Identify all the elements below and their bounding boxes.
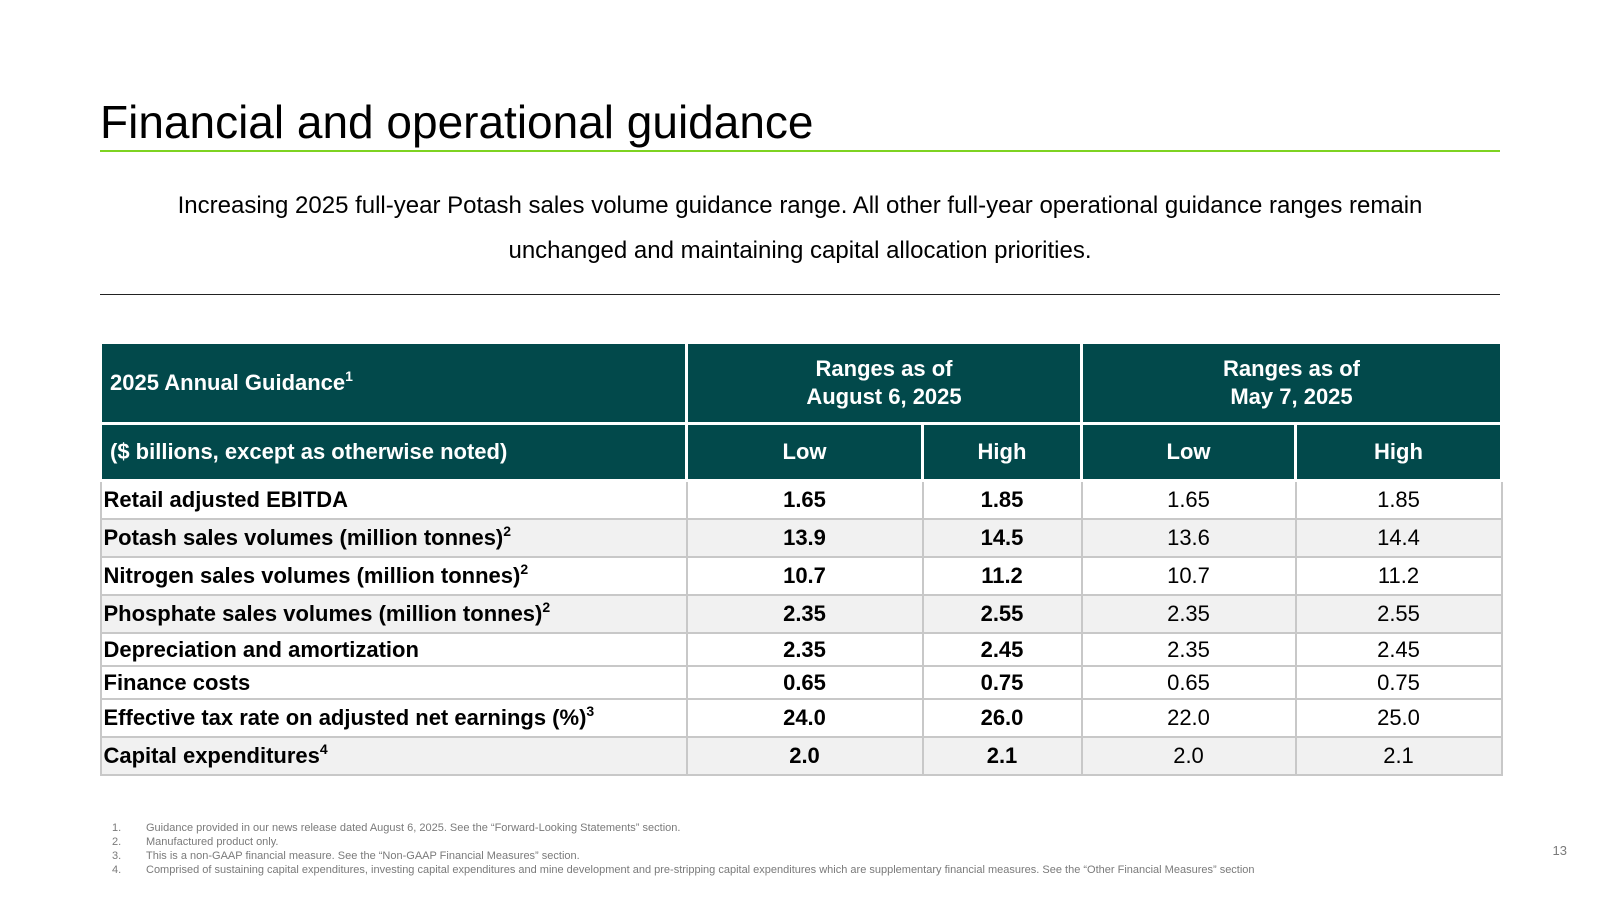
aug-high-value: 2.45 [921, 632, 1083, 667]
table-header-row: 2025 Annual Guidance1 Ranges as of August… [99, 341, 1503, 425]
table-row: Effective tax rate on adjusted net earni… [99, 698, 1503, 738]
table-row: Nitrogen sales volumes (million tonnes)2… [99, 556, 1503, 596]
footnote-text: Manufactured product only. [146, 836, 279, 848]
header-may-low: Low [1080, 422, 1297, 482]
may-low-value: 13.6 [1080, 518, 1297, 558]
may-high-value: 2.55 [1294, 594, 1503, 634]
footnote-number: 2. [112, 836, 122, 848]
may-high-value: 2.45 [1294, 632, 1503, 667]
aug-high-value: 26.0 [921, 698, 1083, 738]
aug-high-value: 2.55 [921, 594, 1083, 634]
aug-high-value: 14.5 [921, 518, 1083, 558]
footnote-item: 2. Manufactured product only. [112, 835, 1255, 849]
footnote-ref: 3 [586, 703, 595, 719]
footnote-ref: 2 [520, 561, 529, 577]
may-low-value: 2.35 [1080, 632, 1297, 667]
header-range-may: Ranges as of May 7, 2025 [1080, 341, 1503, 425]
row-label: Finance costs [99, 665, 688, 700]
may-low-value: 2.0 [1080, 736, 1297, 776]
footnote-number: 3. [112, 850, 122, 862]
footnote-number: 4. [112, 864, 122, 876]
may-low-value: 2.35 [1080, 594, 1297, 634]
aug-low-value: 24.0 [685, 698, 924, 738]
table-row: Capital expenditures4 2.0 2.1 2.0 2.1 [99, 736, 1503, 776]
footnote-ref: 4 [319, 741, 328, 757]
may-high-value: 1.85 [1294, 479, 1503, 520]
aug-high-value: 0.75 [921, 665, 1083, 700]
page-number: 13 [1552, 843, 1567, 858]
aug-low-value: 13.9 [685, 518, 924, 558]
may-low-value: 1.65 [1080, 479, 1297, 520]
aug-low-value: 2.0 [685, 736, 924, 776]
subtitle-line-1: Increasing 2025 full-year Potash sales v… [177, 192, 1423, 219]
table-row: Finance costs 0.65 0.75 0.65 0.75 [99, 665, 1503, 700]
footnotes: 1. Guidance provided in our news release… [112, 821, 1255, 877]
header-range-may-line1: Ranges as of [1223, 356, 1360, 381]
aug-low-value: 1.65 [685, 479, 924, 520]
header-range-may-line2: May 7, 2025 [1230, 384, 1353, 409]
may-high-value: 0.75 [1294, 665, 1503, 700]
may-low-value: 22.0 [1080, 698, 1297, 738]
table-subheader-row: ($ billions, except as otherwise noted) … [99, 422, 1503, 482]
table-row: Retail adjusted EBITDA 1.65 1.85 1.65 1.… [99, 479, 1503, 520]
header-aug-high: High [921, 422, 1083, 482]
footnote-number: 1. [112, 822, 122, 834]
footnote-text: Guidance provided in our news release da… [146, 822, 681, 834]
row-label-text: Potash sales volumes (million tonnes) [103, 525, 504, 550]
table-row: Depreciation and amortization 2.35 2.45 … [99, 632, 1503, 667]
aug-high-value: 1.85 [921, 479, 1083, 520]
footnote-text: Comprised of sustaining capital expendit… [146, 864, 1255, 876]
header-units-label: ($ billions, except as otherwise noted) [99, 422, 688, 482]
row-label: Potash sales volumes (million tonnes)2 [99, 518, 688, 558]
row-label: Capital expenditures4 [99, 736, 688, 776]
row-label: Nitrogen sales volumes (million tonnes)2 [99, 556, 688, 596]
header-guidance-label: 2025 Annual Guidance [110, 370, 346, 395]
footnote-text: This is a non-GAAP financial measure. Se… [146, 850, 580, 862]
row-label: Effective tax rate on adjusted net earni… [99, 698, 688, 738]
may-high-value: 2.1 [1294, 736, 1503, 776]
header-range-aug-line2: August 6, 2025 [806, 384, 962, 409]
row-label-text: Phosphate sales volumes (million tonnes) [103, 601, 543, 626]
footnote-item: 1. Guidance provided in our news release… [112, 821, 1255, 835]
footnote-ref: 2 [503, 523, 512, 539]
header-range-aug: Ranges as of August 6, 2025 [685, 341, 1083, 425]
row-label: Depreciation and amortization [99, 632, 688, 667]
footnote-ref: 2 [542, 599, 551, 615]
aug-high-value: 11.2 [921, 556, 1083, 596]
row-label-text: Effective tax rate on adjusted net earni… [103, 705, 587, 730]
aug-low-value: 10.7 [685, 556, 924, 596]
footnote-item: 3. This is a non-GAAP financial measure.… [112, 849, 1255, 863]
aug-low-value: 0.65 [685, 665, 924, 700]
slide-subtitle: Increasing 2025 full-year Potash sales v… [100, 183, 1500, 273]
header-guidance-cell: 2025 Annual Guidance1 [99, 341, 688, 425]
row-label-text: Capital expenditures [103, 743, 320, 768]
subtitle-divider [100, 294, 1500, 295]
slide-title: Financial and operational guidance [100, 96, 814, 148]
may-low-value: 10.7 [1080, 556, 1297, 596]
title-underline [100, 150, 1500, 152]
table-row: Phosphate sales volumes (million tonnes)… [99, 594, 1503, 634]
may-high-value: 25.0 [1294, 698, 1503, 738]
header-range-aug-line1: Ranges as of [815, 356, 953, 381]
row-label-text: Depreciation and amortization [103, 636, 419, 662]
footnote-ref: 1 [345, 368, 353, 384]
row-label-text: Retail adjusted EBITDA [103, 487, 348, 512]
aug-high-value: 2.1 [921, 736, 1083, 776]
row-label-text: Nitrogen sales volumes (million tonnes) [103, 563, 521, 588]
subtitle-line-2: unchanged and maintaining capital alloca… [508, 237, 1092, 264]
row-label-text: Finance costs [103, 669, 251, 695]
row-label: Phosphate sales volumes (million tonnes)… [99, 594, 688, 634]
aug-low-value: 2.35 [685, 632, 924, 667]
table-row: Potash sales volumes (million tonnes)2 1… [99, 518, 1503, 558]
guidance-table: 2025 Annual Guidance1 Ranges as of August… [99, 341, 1503, 776]
row-label: Retail adjusted EBITDA [99, 479, 688, 520]
footnote-item: 4. Comprised of sustaining capital expen… [112, 863, 1255, 877]
aug-low-value: 2.35 [685, 594, 924, 634]
may-high-value: 11.2 [1294, 556, 1503, 596]
may-low-value: 0.65 [1080, 665, 1297, 700]
header-aug-low: Low [685, 422, 924, 482]
may-high-value: 14.4 [1294, 518, 1503, 558]
header-may-high: High [1294, 422, 1503, 482]
